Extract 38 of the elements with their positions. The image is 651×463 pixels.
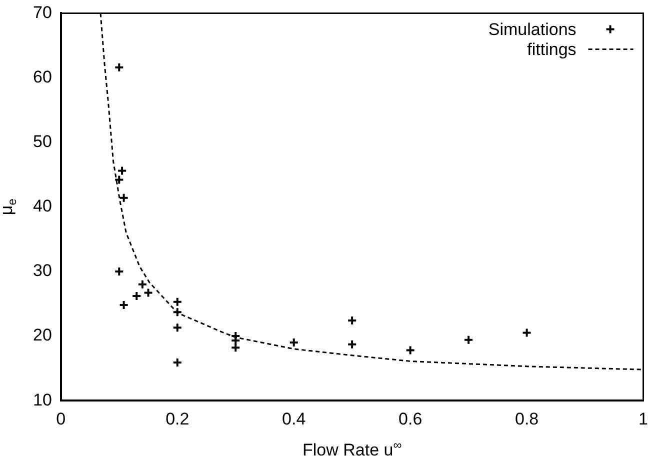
y-tick-label: 20 [32,326,52,345]
point [288,337,299,348]
point [230,342,241,353]
point [114,62,124,72]
point [132,291,142,301]
point [143,288,154,298]
legend-label: fittings [527,40,576,60]
y-tick-label: 70 [32,2,52,22]
point [172,296,182,307]
point [347,339,358,350]
point [172,322,182,333]
point [464,334,474,345]
x-tick-label: 0.8 [514,409,539,428]
x-tick-label: 1 [638,409,648,428]
point [522,328,532,338]
point [118,300,129,310]
point [172,358,182,368]
point [347,316,358,326]
y-tick-label: 40 [32,196,52,216]
x-tick-label: 0 [56,409,66,428]
y-tick-label: 50 [32,132,52,152]
y-tick-label: 30 [32,261,52,280]
point [230,336,241,346]
y-axis-title: μe [0,198,20,216]
point [114,266,124,276]
legend-label: Simulations [488,20,576,40]
x-tick-label: 0.2 [166,409,190,428]
point [137,279,148,290]
x-tick-label: 0.4 [282,409,306,428]
point [405,345,416,356]
point [172,307,182,318]
x-tick-label: 0.6 [398,409,422,428]
point [118,192,129,203]
x-axis-title: Flow Rate u∞ [302,438,402,460]
point [117,166,128,176]
y-tick-label: 10 [32,390,52,410]
point [114,174,124,185]
y-tick-label: 60 [32,67,52,86]
